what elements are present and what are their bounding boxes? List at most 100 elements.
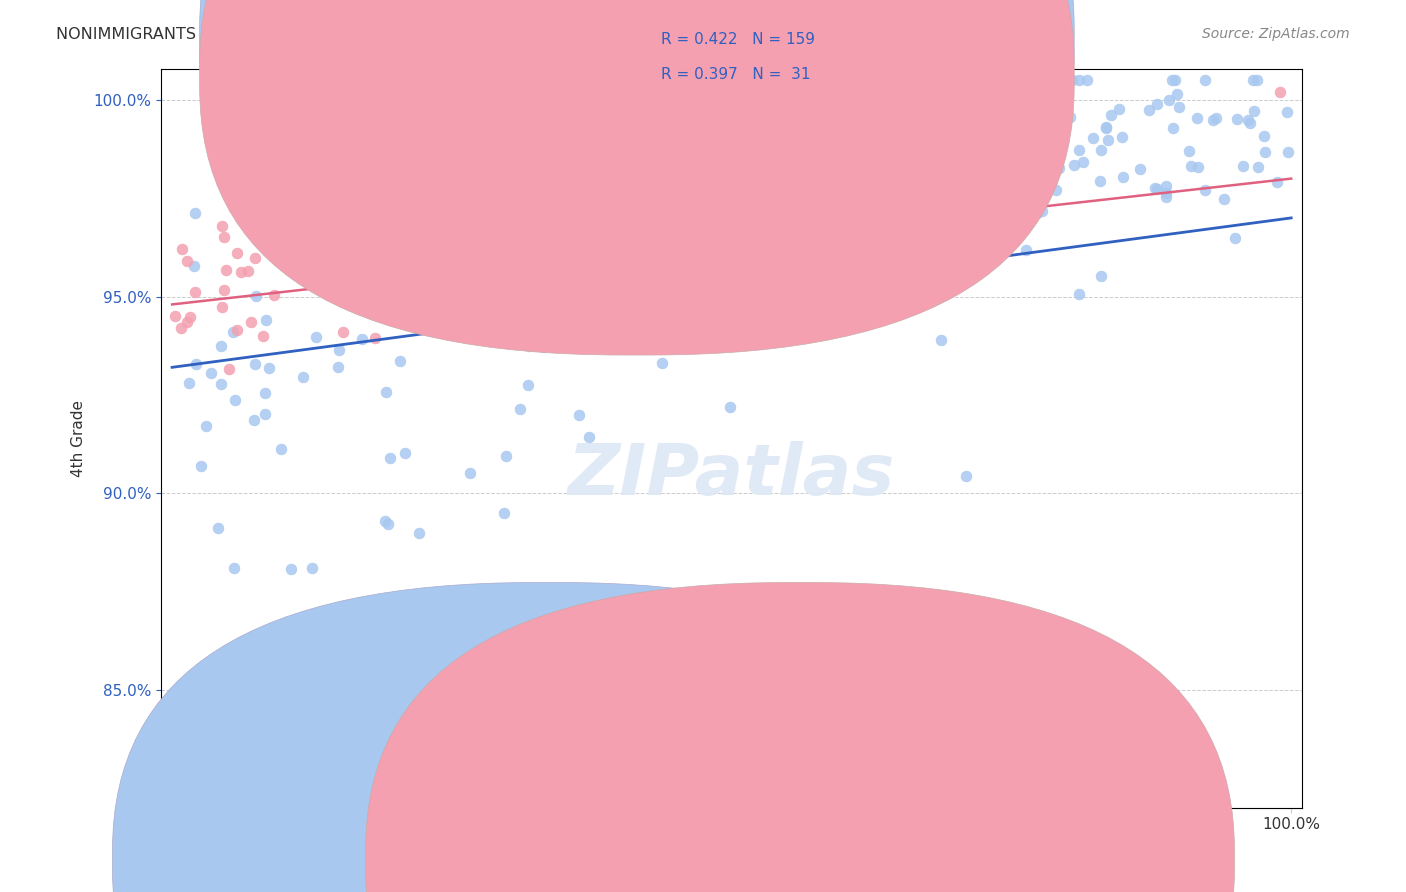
Point xyxy=(778,186,800,201)
Point xyxy=(1232,159,1254,173)
Point xyxy=(236,264,259,278)
Point xyxy=(374,514,396,528)
Point xyxy=(695,188,717,202)
Point xyxy=(1253,129,1275,144)
Point xyxy=(361,123,384,137)
Point xyxy=(533,340,555,354)
Point xyxy=(254,386,277,401)
Point xyxy=(1015,244,1038,258)
Point xyxy=(1275,104,1298,119)
Point xyxy=(1243,104,1265,119)
Point xyxy=(308,259,330,273)
Point xyxy=(1010,148,1032,162)
Point xyxy=(212,283,235,297)
Point xyxy=(1026,206,1049,220)
Point xyxy=(305,330,328,344)
Text: Nonimmigrants: Nonimmigrants xyxy=(565,853,683,867)
Point xyxy=(1237,112,1260,127)
Point xyxy=(212,230,235,244)
Point xyxy=(229,265,252,279)
Point xyxy=(1185,112,1208,126)
Point xyxy=(458,466,481,480)
Point xyxy=(1161,120,1184,135)
Point xyxy=(1154,186,1177,200)
Point xyxy=(1112,169,1135,184)
Point xyxy=(1001,117,1024,131)
Point xyxy=(742,192,765,206)
Point xyxy=(567,408,589,422)
Point xyxy=(1168,100,1191,114)
Point xyxy=(270,442,292,456)
Point xyxy=(751,198,773,212)
Point xyxy=(879,163,901,178)
Point xyxy=(1180,159,1202,173)
Point xyxy=(1095,120,1118,135)
Point xyxy=(495,450,517,464)
Point xyxy=(1205,112,1227,126)
Point xyxy=(472,319,495,334)
Text: Immigrants from Italy: Immigrants from Italy xyxy=(818,853,984,867)
Text: R = 0.422   N = 159: R = 0.422 N = 159 xyxy=(661,32,815,46)
Point xyxy=(931,333,953,347)
Point xyxy=(1161,73,1184,87)
Point xyxy=(484,207,506,221)
Point xyxy=(222,561,245,575)
Point xyxy=(1247,161,1270,175)
Point xyxy=(1026,153,1049,168)
Point xyxy=(375,385,398,400)
Point xyxy=(1143,181,1166,195)
Point xyxy=(240,315,263,329)
Point xyxy=(245,357,267,371)
Point xyxy=(378,451,401,466)
Point xyxy=(1277,145,1299,159)
Point xyxy=(1187,160,1209,174)
Point xyxy=(176,254,198,268)
Point xyxy=(364,331,387,345)
Point xyxy=(1146,97,1168,112)
Point xyxy=(1108,102,1130,116)
Point xyxy=(1163,73,1185,87)
Point xyxy=(328,343,350,357)
Point xyxy=(207,520,229,534)
Point xyxy=(1063,158,1085,172)
Point xyxy=(1166,87,1188,101)
Point xyxy=(754,195,776,210)
Point xyxy=(1159,93,1181,107)
Point xyxy=(1067,287,1090,301)
Point xyxy=(1254,145,1277,159)
Point xyxy=(1047,161,1070,175)
Point xyxy=(748,115,770,129)
Point xyxy=(1042,147,1064,161)
Point xyxy=(1241,73,1264,87)
Point xyxy=(209,376,232,391)
Point xyxy=(1073,155,1095,169)
Point xyxy=(1083,131,1105,145)
Point xyxy=(1194,183,1216,197)
Point xyxy=(215,263,238,277)
Point xyxy=(222,325,245,339)
Point xyxy=(1045,183,1067,197)
Point xyxy=(863,164,886,178)
Y-axis label: 4th Grade: 4th Grade xyxy=(72,400,86,476)
Point xyxy=(254,313,277,327)
Point xyxy=(603,320,626,334)
Point xyxy=(195,418,218,433)
Point xyxy=(392,150,415,164)
Point xyxy=(180,678,202,692)
Point xyxy=(1226,112,1249,126)
Point xyxy=(211,219,233,234)
Point xyxy=(659,232,682,246)
Point xyxy=(1099,108,1122,122)
Point xyxy=(1067,144,1090,158)
Point xyxy=(1094,120,1116,134)
Point xyxy=(1090,269,1112,284)
Point xyxy=(794,256,817,270)
Point xyxy=(1137,103,1160,117)
Point xyxy=(905,272,928,286)
Point xyxy=(828,278,851,293)
Point xyxy=(339,228,361,243)
Point xyxy=(242,413,264,427)
Point xyxy=(1097,133,1119,147)
Point xyxy=(179,310,201,324)
Point xyxy=(263,288,285,302)
